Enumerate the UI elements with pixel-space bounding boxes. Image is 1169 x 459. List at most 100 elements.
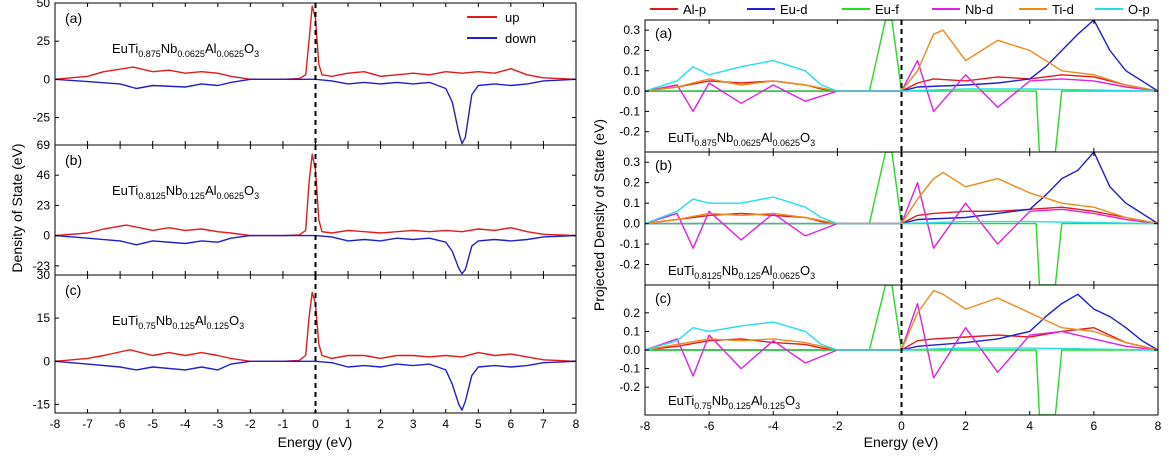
y-tick-label: 0.1 [623, 64, 640, 78]
y-tick-label: -0.2 [619, 125, 640, 139]
series-line-nb-d [645, 59, 1158, 113]
y-tick-label: 0.3 [623, 155, 640, 169]
plot-layer: -2502550(a)EuTi0.875Nb0.0625Al0.0625O3-2… [9, 0, 1162, 450]
formula-subscript: 0.0625 [773, 271, 801, 281]
y-tick-label: 0 [43, 72, 50, 86]
formula-subscript: 0.0625 [773, 138, 801, 148]
formula-text: EuTi [668, 393, 694, 408]
panel-label: (a) [65, 10, 82, 26]
right-panel-2: -0.2 -0.1 0.0 0.1 0.2 -8 -6 -4 -2 0 2 4 6 8 (c) EuTi0.7… [619, 284, 1162, 433]
formula-subscript: 0.0625 [177, 49, 205, 59]
x-tick-label: 8 [1155, 419, 1162, 433]
y-tick-label: -0.1 [619, 362, 640, 376]
formula-text: Al [751, 393, 763, 408]
y-tick-label: -23 [33, 259, 51, 273]
x-tick-label: 6 [508, 417, 515, 431]
formula-text: EuTi [112, 313, 138, 328]
compound-formula: EuTi0.8125Nb0.125Al0.0625O3 [112, 183, 259, 201]
series-line-ti-d [645, 289, 1158, 351]
formula-subscript: 0.125 [728, 401, 751, 411]
compound-formula: EuTi0.75Nb0.125Al0.125O3 [112, 313, 244, 331]
legend-label-al-p: Al-p [683, 2, 706, 17]
x-tick-label: 7 [540, 417, 547, 431]
y-tick-label: 0 [43, 229, 50, 243]
series-line-eu-f [645, 20, 1158, 152]
series-line-down [55, 234, 576, 275]
legend-label-down: down [505, 31, 536, 46]
series-line-al-p [645, 74, 1158, 92]
legend-label-up: up [505, 10, 519, 25]
x-tick-label: 3 [410, 417, 417, 431]
left-legend: up down [467, 10, 536, 46]
x-tick-label: -7 [82, 417, 93, 431]
y-tick-label: 0 [43, 354, 50, 368]
formula-subscript: 3 [254, 49, 259, 59]
panel-label: (a) [655, 25, 672, 41]
formula-subscript: 0.75 [138, 321, 156, 331]
x-tick-label: -6 [704, 419, 715, 433]
panel-label: (c) [655, 290, 671, 306]
right-y-axis-title: Projected Density of State (eV) [591, 119, 607, 311]
formula-text: Nb [166, 183, 183, 198]
series-group [55, 291, 576, 411]
series-line-ti-d [645, 171, 1158, 225]
formula-text: Nb [161, 41, 178, 56]
right-panel-0: -0.2-0.10.00.10.20.3 (a)EuTi0.875Nb0.0625… [619, 19, 1159, 153]
formula-text: Al [761, 130, 773, 145]
formula-text: Al [205, 183, 217, 198]
legend-label-ti-d: Ti-d [1052, 2, 1074, 17]
series-group [645, 152, 1158, 285]
series-line-o-p [645, 196, 1158, 225]
formula-text: O [229, 313, 239, 328]
y-tick-label: 0.0 [623, 217, 640, 231]
series-line-down [55, 78, 576, 145]
formula-text: Nb [712, 393, 729, 408]
panel-label: (c) [65, 282, 81, 298]
x-tick-label: 8 [573, 417, 580, 431]
y-tick-label: 46 [37, 168, 51, 182]
legend-label-eu-f: Eu-f [875, 2, 899, 17]
formula-text: Al [195, 313, 207, 328]
x-tick-label: 2 [962, 419, 969, 433]
series-group [55, 153, 576, 275]
y-tick-label: 0.2 [623, 176, 640, 190]
series-line-eu-f [645, 152, 1158, 285]
y-tick-label: -25 [33, 111, 51, 125]
formula-subscript: 3 [254, 191, 259, 201]
formula-subscript: 0.8125 [694, 271, 722, 281]
series-line-eu-f [645, 285, 1158, 415]
formula-subscript: 0.125 [207, 321, 230, 331]
x-tick-label: -4 [180, 417, 191, 431]
x-tick-label: -2 [832, 419, 843, 433]
y-tick-label: 0.2 [623, 306, 640, 320]
formula-text: EuTi [668, 263, 694, 278]
right-legend: Al-p Eu-d Eu-f Nb-d Ti-d O-p [650, 2, 1150, 17]
y-tick-label: 0.3 [623, 23, 640, 37]
y-tick-label: 50 [37, 0, 51, 10]
x-tick-label: 2 [377, 417, 384, 431]
formula-text: O [244, 183, 254, 198]
formula-subscript: 0.0625 [733, 138, 761, 148]
y-tick-label: 15 [37, 311, 51, 325]
compound-formula: EuTi0.8125Nb0.125Al0.0625O3 [668, 263, 815, 281]
series-group [645, 285, 1158, 415]
x-tick-label: -8 [50, 417, 61, 431]
y-tick-label: -15 [33, 397, 51, 411]
right-x-axis-title: Energy (eV) [864, 434, 939, 450]
left-panel-1: -23 0 23 46 69 (b) EuTi0.8125Nb0.125Al0.0625O3 [33, 138, 577, 276]
panel-label: (b) [655, 157, 672, 173]
legend-label-eu-d: Eu-d [780, 2, 807, 17]
formula-text: Al [205, 41, 217, 56]
formula-text: EuTi [668, 130, 694, 145]
left-panel-2: -15 0 15 30 -8 -7 -6 -5 -4 -3 -2 -1 0 1 2 3 4 5 6 7 8 (c) EuTi… [33, 268, 580, 431]
series-line-eu-d [645, 293, 1158, 351]
x-tick-label: -6 [115, 417, 126, 431]
y-tick-label: 0.0 [623, 343, 640, 357]
formula-subscript: 3 [810, 271, 815, 281]
series-line-nb-d [645, 182, 1158, 249]
formula-text: EuTi [112, 41, 138, 56]
compound-formula: EuTi0.875Nb0.0625Al0.0625O3 [112, 41, 259, 59]
series-line-up [55, 153, 576, 237]
series-line-eu-d [645, 20, 1158, 92]
